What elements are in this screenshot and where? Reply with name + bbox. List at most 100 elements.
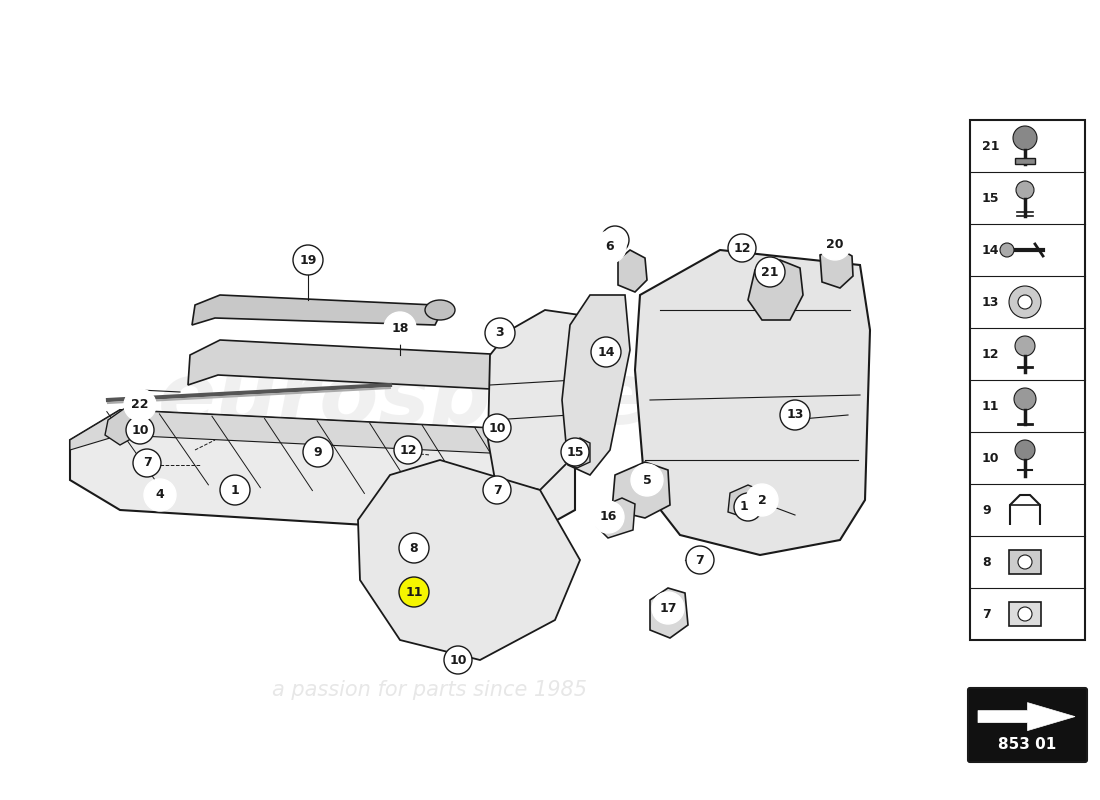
Text: 15: 15 <box>982 191 1000 205</box>
Circle shape <box>748 486 775 514</box>
Circle shape <box>394 436 422 464</box>
Circle shape <box>293 245 323 275</box>
Circle shape <box>601 226 629 254</box>
Text: 10: 10 <box>131 423 149 437</box>
Polygon shape <box>612 462 670 518</box>
Ellipse shape <box>503 357 528 387</box>
FancyBboxPatch shape <box>968 688 1087 762</box>
Circle shape <box>386 314 414 342</box>
Circle shape <box>399 533 429 563</box>
Circle shape <box>1018 295 1032 309</box>
Circle shape <box>1014 388 1036 410</box>
Polygon shape <box>635 250 870 555</box>
Text: 5: 5 <box>642 474 651 486</box>
Polygon shape <box>562 295 630 475</box>
Circle shape <box>591 337 622 367</box>
Polygon shape <box>820 248 852 288</box>
Text: 15: 15 <box>566 446 584 458</box>
Polygon shape <box>358 460 580 660</box>
Polygon shape <box>650 588 688 638</box>
Circle shape <box>1000 243 1014 257</box>
Circle shape <box>596 233 624 261</box>
Circle shape <box>821 230 849 258</box>
Text: 21: 21 <box>982 139 1000 153</box>
Polygon shape <box>728 485 760 518</box>
Circle shape <box>483 414 512 442</box>
Text: 9: 9 <box>314 446 322 458</box>
Text: 12: 12 <box>734 242 750 254</box>
Polygon shape <box>188 340 515 390</box>
Circle shape <box>1009 286 1041 318</box>
FancyBboxPatch shape <box>1009 550 1041 574</box>
Circle shape <box>594 231 626 263</box>
Text: 6: 6 <box>606 241 614 254</box>
Circle shape <box>444 646 472 674</box>
Circle shape <box>561 438 588 466</box>
Text: 17: 17 <box>659 602 676 614</box>
Text: 5: 5 <box>642 474 651 486</box>
Text: 13: 13 <box>786 409 804 422</box>
Circle shape <box>1013 126 1037 150</box>
Circle shape <box>654 594 682 622</box>
Text: 15: 15 <box>739 501 757 514</box>
Text: 7: 7 <box>143 457 152 470</box>
Circle shape <box>133 449 161 477</box>
Text: 22: 22 <box>131 398 149 411</box>
Polygon shape <box>978 702 1075 730</box>
Text: 20: 20 <box>826 238 844 250</box>
Circle shape <box>302 437 333 467</box>
Circle shape <box>755 257 785 287</box>
Polygon shape <box>488 310 585 490</box>
Circle shape <box>686 546 714 574</box>
Polygon shape <box>596 498 635 538</box>
Text: 4: 4 <box>155 489 164 502</box>
Circle shape <box>652 592 684 624</box>
Circle shape <box>746 484 778 516</box>
Text: 18: 18 <box>392 322 409 334</box>
Circle shape <box>631 464 663 496</box>
Text: 17: 17 <box>659 602 676 614</box>
Circle shape <box>1018 607 1032 621</box>
Text: 12: 12 <box>606 234 624 246</box>
Text: 9: 9 <box>982 503 991 517</box>
Text: 2: 2 <box>758 494 767 506</box>
Circle shape <box>483 476 512 504</box>
Circle shape <box>1016 181 1034 199</box>
Text: 6: 6 <box>606 241 614 254</box>
Text: 22: 22 <box>131 398 149 411</box>
Text: 4: 4 <box>155 489 164 502</box>
FancyBboxPatch shape <box>970 120 1085 640</box>
Circle shape <box>1015 336 1035 356</box>
Text: 853 01: 853 01 <box>999 737 1057 752</box>
Circle shape <box>485 318 515 348</box>
Text: a passion for parts since 1985: a passion for parts since 1985 <box>273 680 587 700</box>
Circle shape <box>632 466 661 494</box>
Polygon shape <box>70 410 575 535</box>
Text: 20: 20 <box>826 238 844 250</box>
Circle shape <box>384 312 416 344</box>
Text: 14: 14 <box>597 346 615 358</box>
Text: 5: 5 <box>642 474 651 486</box>
Polygon shape <box>192 295 440 325</box>
Text: 10: 10 <box>449 654 466 666</box>
Circle shape <box>146 481 174 509</box>
Text: 12: 12 <box>399 443 417 457</box>
Ellipse shape <box>425 300 455 320</box>
Text: 16: 16 <box>600 510 617 523</box>
Text: 16: 16 <box>600 510 617 523</box>
Polygon shape <box>70 410 575 460</box>
Polygon shape <box>565 438 590 468</box>
Circle shape <box>594 503 621 531</box>
Circle shape <box>1015 440 1035 460</box>
Text: 2: 2 <box>758 494 767 506</box>
Text: 22: 22 <box>131 398 149 411</box>
Text: 13: 13 <box>982 295 1000 309</box>
Circle shape <box>399 577 429 607</box>
Text: 4: 4 <box>155 489 164 502</box>
FancyBboxPatch shape <box>1009 602 1041 626</box>
Text: 8: 8 <box>982 555 991 569</box>
Circle shape <box>126 391 154 419</box>
Text: 2: 2 <box>758 494 767 506</box>
Circle shape <box>220 475 250 505</box>
Text: 19: 19 <box>299 254 317 266</box>
